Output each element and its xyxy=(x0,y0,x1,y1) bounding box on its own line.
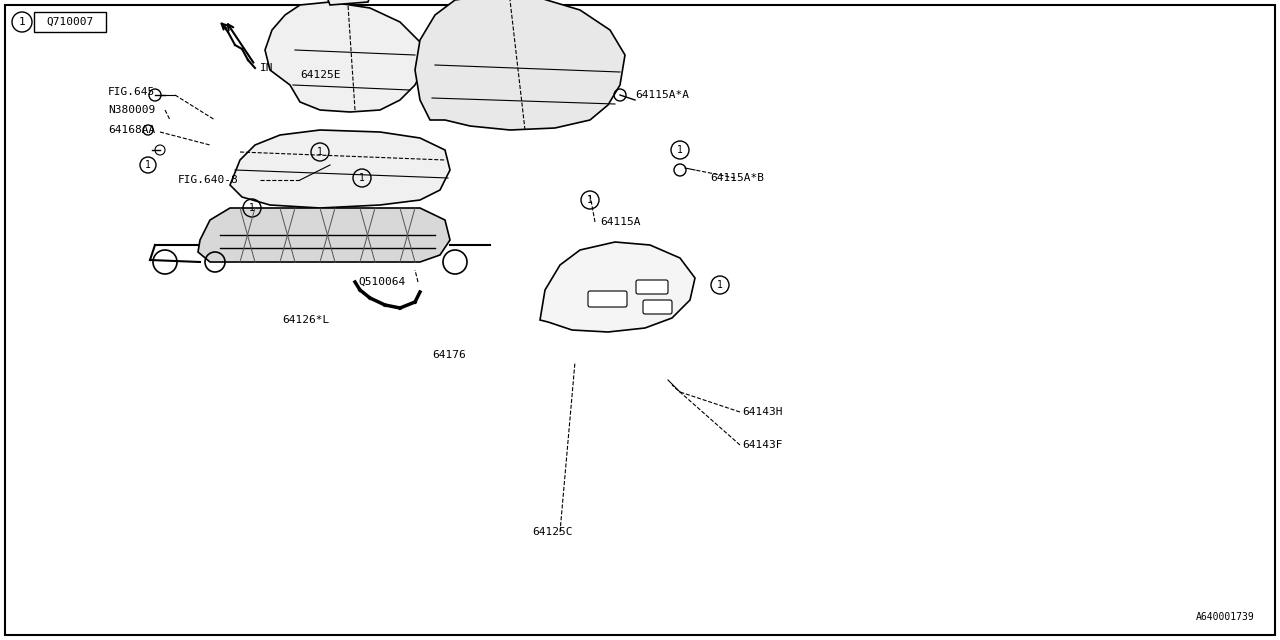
Text: 1: 1 xyxy=(360,173,365,183)
FancyBboxPatch shape xyxy=(636,280,668,294)
Text: 64125C: 64125C xyxy=(532,527,572,537)
Text: 1: 1 xyxy=(250,203,255,213)
Text: 1: 1 xyxy=(588,195,593,205)
Text: FIG.640-8: FIG.640-8 xyxy=(178,175,239,185)
PathPatch shape xyxy=(415,0,625,130)
Text: 1: 1 xyxy=(677,145,684,155)
Text: A640001739: A640001739 xyxy=(1197,612,1254,622)
Text: N380009: N380009 xyxy=(108,105,155,115)
Text: 1: 1 xyxy=(19,17,26,27)
PathPatch shape xyxy=(198,208,451,262)
Text: FIG.645: FIG.645 xyxy=(108,87,155,97)
PathPatch shape xyxy=(320,0,372,5)
Text: 64143F: 64143F xyxy=(742,440,782,450)
Text: 64168AA: 64168AA xyxy=(108,125,155,135)
FancyBboxPatch shape xyxy=(643,300,672,314)
PathPatch shape xyxy=(230,130,451,208)
Text: Q710007: Q710007 xyxy=(46,17,93,27)
PathPatch shape xyxy=(540,242,695,332)
Text: 64115A: 64115A xyxy=(600,217,640,227)
Text: 64125E: 64125E xyxy=(300,70,340,80)
Bar xyxy=(35,12,106,32)
Text: Q510064: Q510064 xyxy=(358,277,406,287)
Text: 1: 1 xyxy=(717,280,723,290)
Text: 64176: 64176 xyxy=(433,350,466,360)
Text: 64115A*A: 64115A*A xyxy=(635,90,689,100)
Text: 64126*L: 64126*L xyxy=(282,315,329,325)
Text: 1: 1 xyxy=(145,160,151,170)
Text: 64115A*B: 64115A*B xyxy=(710,173,764,183)
Text: IN: IN xyxy=(260,63,274,73)
FancyBboxPatch shape xyxy=(588,291,627,307)
PathPatch shape xyxy=(265,2,425,112)
Text: 1: 1 xyxy=(317,147,323,157)
Text: 64143H: 64143H xyxy=(742,407,782,417)
